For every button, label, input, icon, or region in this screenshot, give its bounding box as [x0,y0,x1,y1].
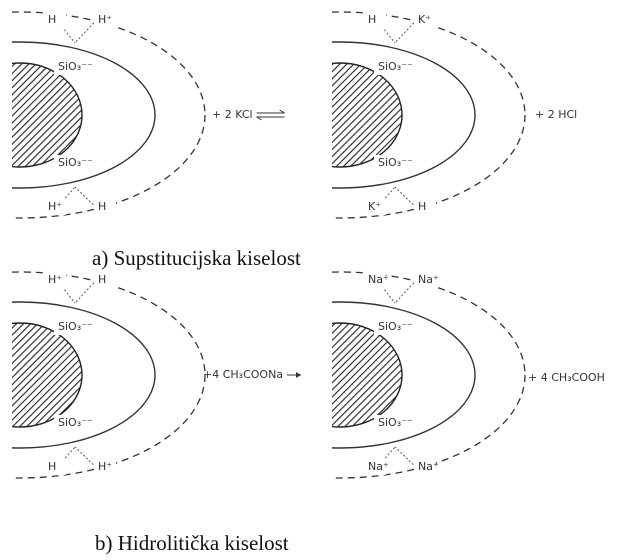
caption: b) Hidrolitička kiselost [95,531,289,555]
ion-bg [44,199,66,215]
ion-bg [364,459,386,475]
ion-label: SiO₃⁻⁻ [378,320,413,333]
ion-bg [94,272,116,288]
ion-label: Na⁺ [418,460,439,473]
ion-label: H [98,273,106,286]
ion-label: H [98,200,106,213]
ion-bg [414,272,436,288]
ion-bg [364,12,386,28]
ion-label: SiO₃⁻⁻ [58,416,93,429]
outer-layer [332,271,526,479]
ion-label: H [48,460,56,473]
ion-bg [374,59,414,75]
core [332,322,403,428]
ion-bg [54,415,94,431]
arrow-head [279,109,285,114]
reagent: + 2 KCl [212,108,253,121]
ion-bg [54,59,94,75]
ion-label: Na⁺ [368,273,389,286]
bond [74,13,103,44]
ion-label: SiO₃⁻⁻ [378,60,413,73]
product: + 2 HCl [535,108,577,121]
inner-layer [332,301,476,449]
ion-bg [44,12,66,28]
ion-bg [374,319,414,335]
arrow-head [296,372,302,378]
inner-layer [12,41,156,189]
ion-label: Na⁺ [418,273,439,286]
arrow-head [256,116,262,121]
ion-bg [364,272,386,288]
inner-layer [12,301,156,449]
ion-label: SiO₃⁻⁻ [58,156,93,169]
ion-label: H⁺ [98,13,112,26]
particle [332,271,526,479]
ion-label: K⁺ [368,200,381,213]
ion-bg [54,319,94,335]
product: + 4 CH₃COOH [528,371,605,384]
particle [12,271,206,479]
inner-layer [332,41,476,189]
core [12,322,83,428]
ion-bg [374,415,414,431]
ion-bg [414,12,436,28]
ion-bg [414,199,436,215]
bond [74,273,103,304]
ion-bg [44,459,66,475]
ion-label: H⁺ [98,460,112,473]
core [332,62,403,168]
bond [394,13,423,44]
ion-bg [94,12,116,28]
ion-label: K⁺ [418,13,431,26]
ion-label: H⁺ [48,273,62,286]
caption: a) Supstitucijska kiselost [92,246,301,270]
ion-bg [374,155,414,171]
ion-label: H⁺ [48,200,62,213]
ion-bg [94,459,116,475]
ion-bg [414,459,436,475]
ion-bg [94,199,116,215]
ion-label: H [418,200,426,213]
ion-label: SiO₃⁻⁻ [58,60,93,73]
ion-label: Na⁺ [368,460,389,473]
ion-label: H [48,13,56,26]
outer-layer [12,271,206,479]
ion-label: SiO₃⁻⁻ [378,156,413,169]
particle [332,11,526,219]
bond [394,273,423,304]
outer-layer [12,11,206,219]
ion-label: SiO₃⁻⁻ [378,416,413,429]
outer-layer [332,11,526,219]
particle [12,11,206,219]
ion-bg [364,199,386,215]
ion-bg [54,155,94,171]
ion-label: H [368,13,376,26]
reagent: +4 CH₃COONa [203,368,283,381]
ion-label: SiO₃⁻⁻ [58,320,93,333]
ion-bg [44,272,66,288]
core [12,62,83,168]
